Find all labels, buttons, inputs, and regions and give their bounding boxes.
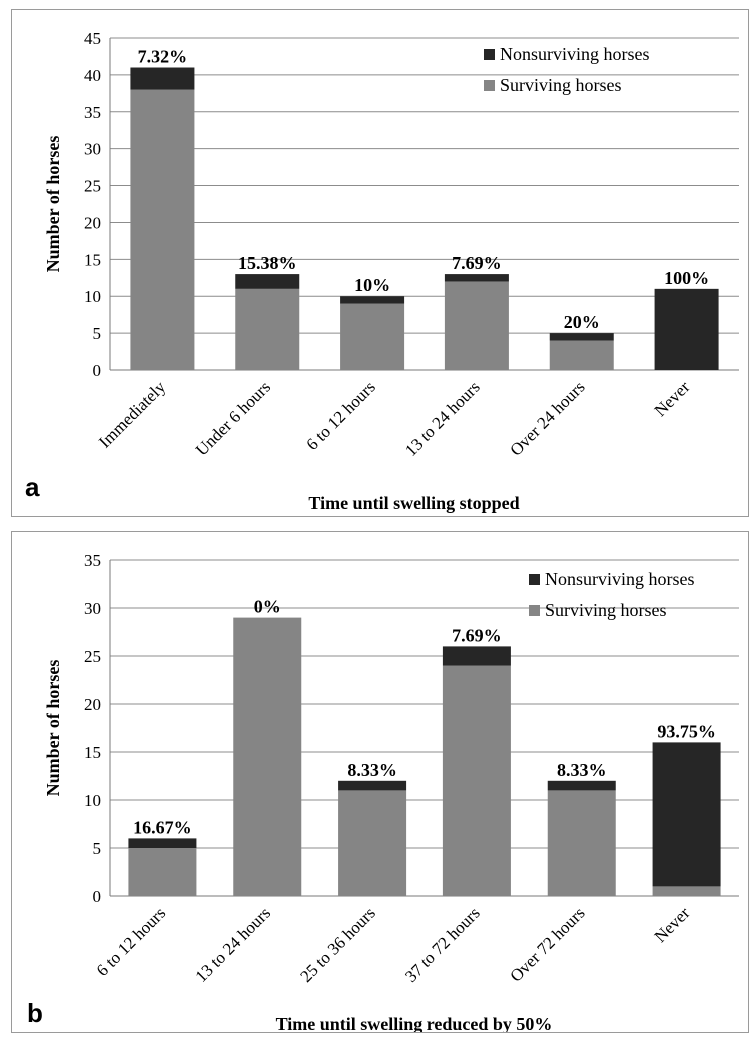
y-tick-label: 5: [93, 839, 102, 858]
legend-swatch-nonsurviving: [484, 49, 495, 60]
bar-percent-label: 0%: [254, 597, 281, 617]
y-tick-label: 30: [84, 140, 101, 159]
y-tick-label: 0: [93, 887, 102, 906]
legend-swatch-surviving: [484, 80, 495, 91]
bar-surviving: [549, 340, 614, 370]
y-axis-title: Number of horses: [43, 136, 63, 273]
bar-surviving: [128, 848, 197, 896]
bar-surviving: [130, 89, 195, 371]
bar-surviving: [340, 303, 405, 370]
y-tick-label: 40: [84, 66, 101, 85]
x-tick-label: 13 to 24 hours: [192, 903, 275, 986]
legend-label-surviving: Surviving horses: [500, 75, 622, 95]
bar-percent-label: 100%: [664, 268, 709, 288]
x-axis-title: Time until swelling stopped: [308, 493, 519, 513]
bar-percent-label: 10%: [354, 275, 390, 295]
legend-label-nonsurviving: Nonsurviving horses: [545, 569, 695, 589]
x-tick-label: Over 24 hours: [506, 377, 588, 459]
y-tick-label: 15: [84, 743, 101, 762]
x-tick-label: 25 to 36 hours: [296, 903, 379, 986]
bar-nonsurviving: [547, 780, 616, 791]
x-tick-label: Never: [651, 377, 694, 420]
bar-surviving: [442, 665, 511, 896]
y-tick-label: 35: [84, 551, 101, 570]
bar-surviving: [338, 790, 407, 896]
legend-label-nonsurviving: Nonsurviving horses: [500, 44, 650, 64]
bar-nonsurviving: [340, 296, 405, 304]
bar-nonsurviving: [128, 838, 197, 848]
legend-swatch-surviving: [529, 605, 540, 616]
chart-panel-b: 0 5 10 15 20 25 30 35 16.67% 6 to 12 hours 0% 13 to…: [11, 531, 749, 1034]
bar-percent-label: 7.69%: [452, 625, 502, 645]
y-axis-title: Number of horses: [43, 660, 63, 797]
bar-surviving: [652, 886, 721, 896]
panel-letter: a: [25, 472, 40, 502]
y-tick-label: 25: [84, 647, 101, 666]
y-tick-label: 30: [84, 599, 101, 618]
x-axis-title: Time until swelling reduced by 50%: [276, 1014, 553, 1032]
bar-percent-label: 15.38%: [238, 253, 297, 273]
bar-nonsurviving: [654, 288, 719, 370]
y-tick-label: 35: [84, 103, 101, 122]
bar-nonsurviving: [338, 780, 407, 791]
y-tick-label: 15: [84, 250, 101, 269]
legend-swatch-nonsurviving: [529, 574, 540, 585]
y-tick-label: 10: [84, 287, 101, 306]
bar-percent-label: 7.32%: [138, 47, 188, 67]
bar-surviving: [233, 617, 302, 896]
bar-percent-label: 7.69%: [452, 253, 502, 273]
y-tick-label: 20: [84, 695, 101, 714]
bar-percent-label: 8.33%: [347, 760, 397, 780]
bar-percent-label: 93.75%: [657, 721, 716, 741]
bar-nonsurviving: [652, 742, 721, 887]
panel-letter: b: [27, 998, 43, 1028]
chart-panel-a: 0 5 10 15 20 25 30 35 40 45 7.32% Immediately 15.38%…: [11, 9, 749, 517]
bar-percent-label: 20%: [564, 312, 600, 332]
x-tick-label: 6 to 12 hours: [302, 377, 379, 454]
y-tick-label: 25: [84, 177, 101, 196]
x-tick-label: Never: [651, 903, 694, 946]
y-tick-label: 5: [93, 324, 102, 343]
bar-nonsurviving: [130, 67, 195, 90]
bar-surviving: [235, 288, 300, 370]
x-tick-label: 13 to 24 hours: [401, 377, 484, 460]
chart-a-svg: 0 5 10 15 20 25 30 35 40 45 7.32% Immediately 15.38%…: [25, 29, 739, 513]
x-tick-label: 37 to 72 hours: [401, 903, 484, 986]
x-tick-label: Immediately: [95, 377, 170, 452]
bar-percent-label: 16.67%: [133, 817, 192, 837]
bar-nonsurviving: [444, 274, 509, 282]
x-tick-label: Under 6 hours: [192, 377, 274, 459]
x-tick-label: Over 72 hours: [506, 903, 588, 985]
y-tick-label: 45: [84, 29, 101, 48]
x-tick-label: 6 to 12 hours: [93, 903, 170, 980]
bar-nonsurviving: [442, 646, 511, 666]
bar-percent-label: 8.33%: [557, 760, 607, 780]
y-tick-label: 10: [84, 791, 101, 810]
bar-surviving: [547, 790, 616, 896]
bar-surviving: [444, 281, 509, 370]
bar-nonsurviving: [235, 274, 300, 289]
y-tick-label: 20: [84, 213, 101, 232]
legend-label-surviving: Surviving horses: [545, 600, 667, 620]
chart-b-svg: 0 5 10 15 20 25 30 35 16.67% 6 to 12 hours 0% 13 to…: [27, 551, 739, 1034]
bar-nonsurviving: [549, 333, 614, 341]
y-tick-label: 0: [93, 361, 102, 380]
